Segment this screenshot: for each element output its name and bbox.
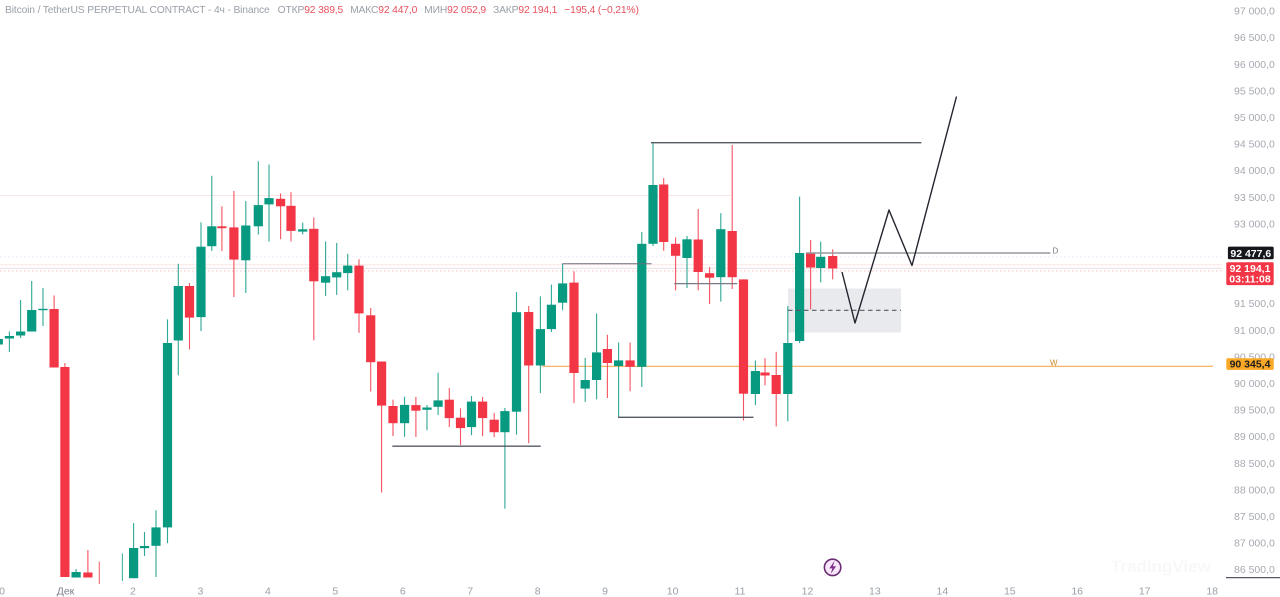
- svg-text:6: 6: [400, 586, 406, 597]
- svg-text:91 500,0: 91 500,0: [1234, 298, 1275, 310]
- svg-text:87 500,0: 87 500,0: [1234, 511, 1275, 523]
- svg-text:3: 3: [197, 586, 203, 597]
- svg-text:14: 14: [937, 586, 949, 597]
- svg-text:88 000,0: 88 000,0: [1234, 484, 1275, 496]
- svg-text:94 500,0: 94 500,0: [1234, 139, 1275, 151]
- svg-text:89 000,0: 89 000,0: [1234, 431, 1275, 443]
- svg-text:Дек: Дек: [57, 586, 75, 597]
- svg-text:96 500,0: 96 500,0: [1234, 32, 1275, 44]
- svg-text:17: 17: [1139, 586, 1151, 597]
- svg-text:90 345,4: 90 345,4: [1230, 359, 1271, 371]
- svg-text:97 000,0: 97 000,0: [1234, 6, 1275, 18]
- svg-text:88 500,0: 88 500,0: [1234, 458, 1275, 470]
- svg-text:95 000,0: 95 000,0: [1234, 112, 1275, 124]
- svg-text:16: 16: [1071, 586, 1083, 597]
- svg-text:9: 9: [602, 586, 608, 597]
- svg-text:93 000,0: 93 000,0: [1234, 218, 1275, 230]
- svg-text:91 000,0: 91 000,0: [1234, 325, 1275, 337]
- svg-text:94 000,0: 94 000,0: [1234, 165, 1275, 177]
- svg-text:5: 5: [332, 586, 338, 597]
- svg-text:86 500,0: 86 500,0: [1234, 564, 1275, 576]
- svg-text:12: 12: [802, 586, 814, 597]
- svg-text:4: 4: [265, 586, 271, 597]
- svg-text:D: D: [1053, 246, 1059, 255]
- svg-text:13: 13: [869, 586, 881, 597]
- svg-text:8: 8: [535, 586, 541, 597]
- svg-text:89 500,0: 89 500,0: [1234, 405, 1275, 417]
- svg-text:15: 15: [1004, 586, 1016, 597]
- svg-text:0: 0: [0, 586, 5, 597]
- svg-text:2: 2: [130, 586, 136, 597]
- svg-text:11: 11: [735, 586, 746, 597]
- svg-text:87 000,0: 87 000,0: [1234, 538, 1275, 550]
- svg-text:03:11:08: 03:11:08: [1229, 273, 1271, 285]
- svg-text:95 500,0: 95 500,0: [1234, 85, 1275, 97]
- svg-text:96 000,0: 96 000,0: [1234, 59, 1275, 71]
- svg-text:W: W: [1050, 359, 1058, 368]
- svg-text:92 194,1: 92 194,1: [1230, 263, 1271, 275]
- svg-text:93 500,0: 93 500,0: [1234, 192, 1275, 204]
- svg-text:18: 18: [1206, 586, 1218, 597]
- svg-text:TradingView: TradingView: [1111, 557, 1212, 576]
- svg-text:90 000,0: 90 000,0: [1234, 378, 1275, 390]
- svg-text:10: 10: [667, 586, 679, 597]
- svg-text:92 477,6: 92 477,6: [1230, 248, 1271, 260]
- svg-text:7: 7: [467, 586, 473, 597]
